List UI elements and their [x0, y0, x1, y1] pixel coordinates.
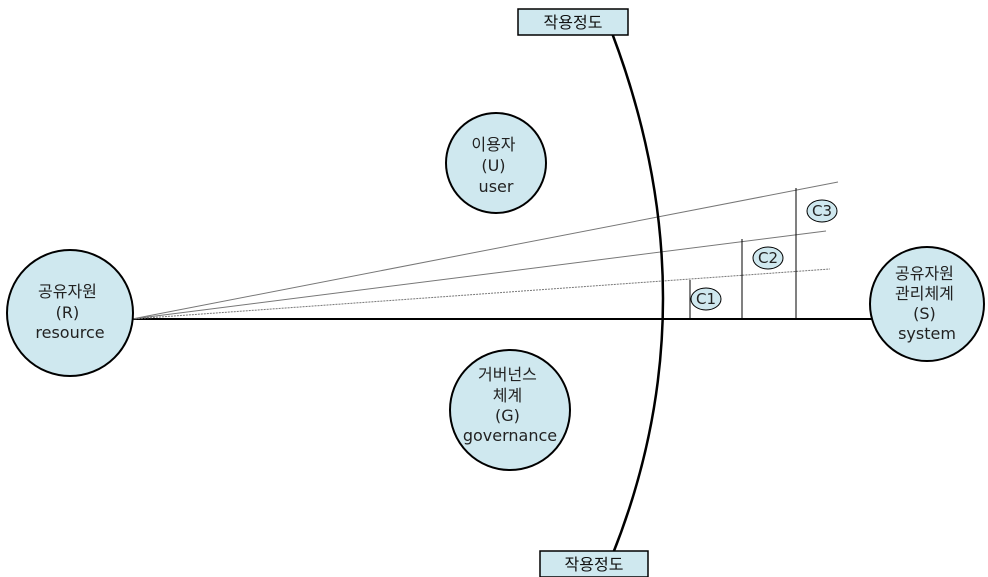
user-line-2: (U) — [481, 156, 505, 175]
top-label-box: 작용정도 — [517, 8, 629, 36]
marker-c1: C1 — [690, 287, 722, 311]
bottom-label-text: 작용정도 — [565, 555, 624, 574]
user-line-3: user — [479, 177, 514, 196]
svg-text:공유자원 (R) resource: 공유자원 (R) resource — [35, 282, 104, 342]
bottom-label-box: 작용정도 — [539, 550, 649, 577]
user-line-1: 이용자 — [471, 135, 515, 154]
system-line-4: system — [898, 324, 956, 343]
governance-line-2: 체계 — [493, 386, 522, 405]
ray-c2 — [131, 230, 827, 320]
governance-line-1: 거버넌스 — [478, 365, 537, 384]
node-governance: 거버넌스 체계 (G) governance — [449, 349, 571, 471]
system-line-1: 공유자원 — [895, 264, 954, 283]
marker-c2-text: C2 — [758, 249, 778, 267]
marker-c3: C3 — [806, 199, 838, 223]
node-system: 공유자원 관리체계 (S) system — [869, 246, 985, 362]
ray-c3 — [131, 181, 839, 320]
resource-line-2: (R) — [56, 303, 80, 322]
top-label-text: 작용정도 — [544, 13, 603, 32]
svg-text:이용자 (U) user: 이용자 (U) user — [471, 135, 520, 196]
node-user: 이용자 (U) user — [445, 112, 547, 214]
marker-c3-text: C3 — [812, 202, 832, 220]
svg-text:거버넌스 체계 (G): 거버넌스 체계 (G) governance — [463, 365, 557, 445]
system-line-3: (S) — [913, 304, 936, 323]
resource-line-1: 공유자원 — [38, 282, 97, 301]
governance-line-4: governance — [463, 426, 557, 445]
boundary-arc — [610, 32, 665, 557]
node-resource: 공유자원 (R) resource — [6, 249, 134, 377]
governance-line-3: (G) — [495, 406, 520, 425]
system-line-2: 관리체계 — [895, 284, 954, 303]
marker-c1-text: C1 — [696, 290, 716, 308]
svg-text:공유자원 관리체계 (S): 공유자원 관리체계 (S) system — [895, 264, 959, 343]
resource-line-3: resource — [35, 323, 104, 342]
marker-c2: C2 — [752, 246, 784, 270]
ray-c1 — [131, 268, 831, 320]
